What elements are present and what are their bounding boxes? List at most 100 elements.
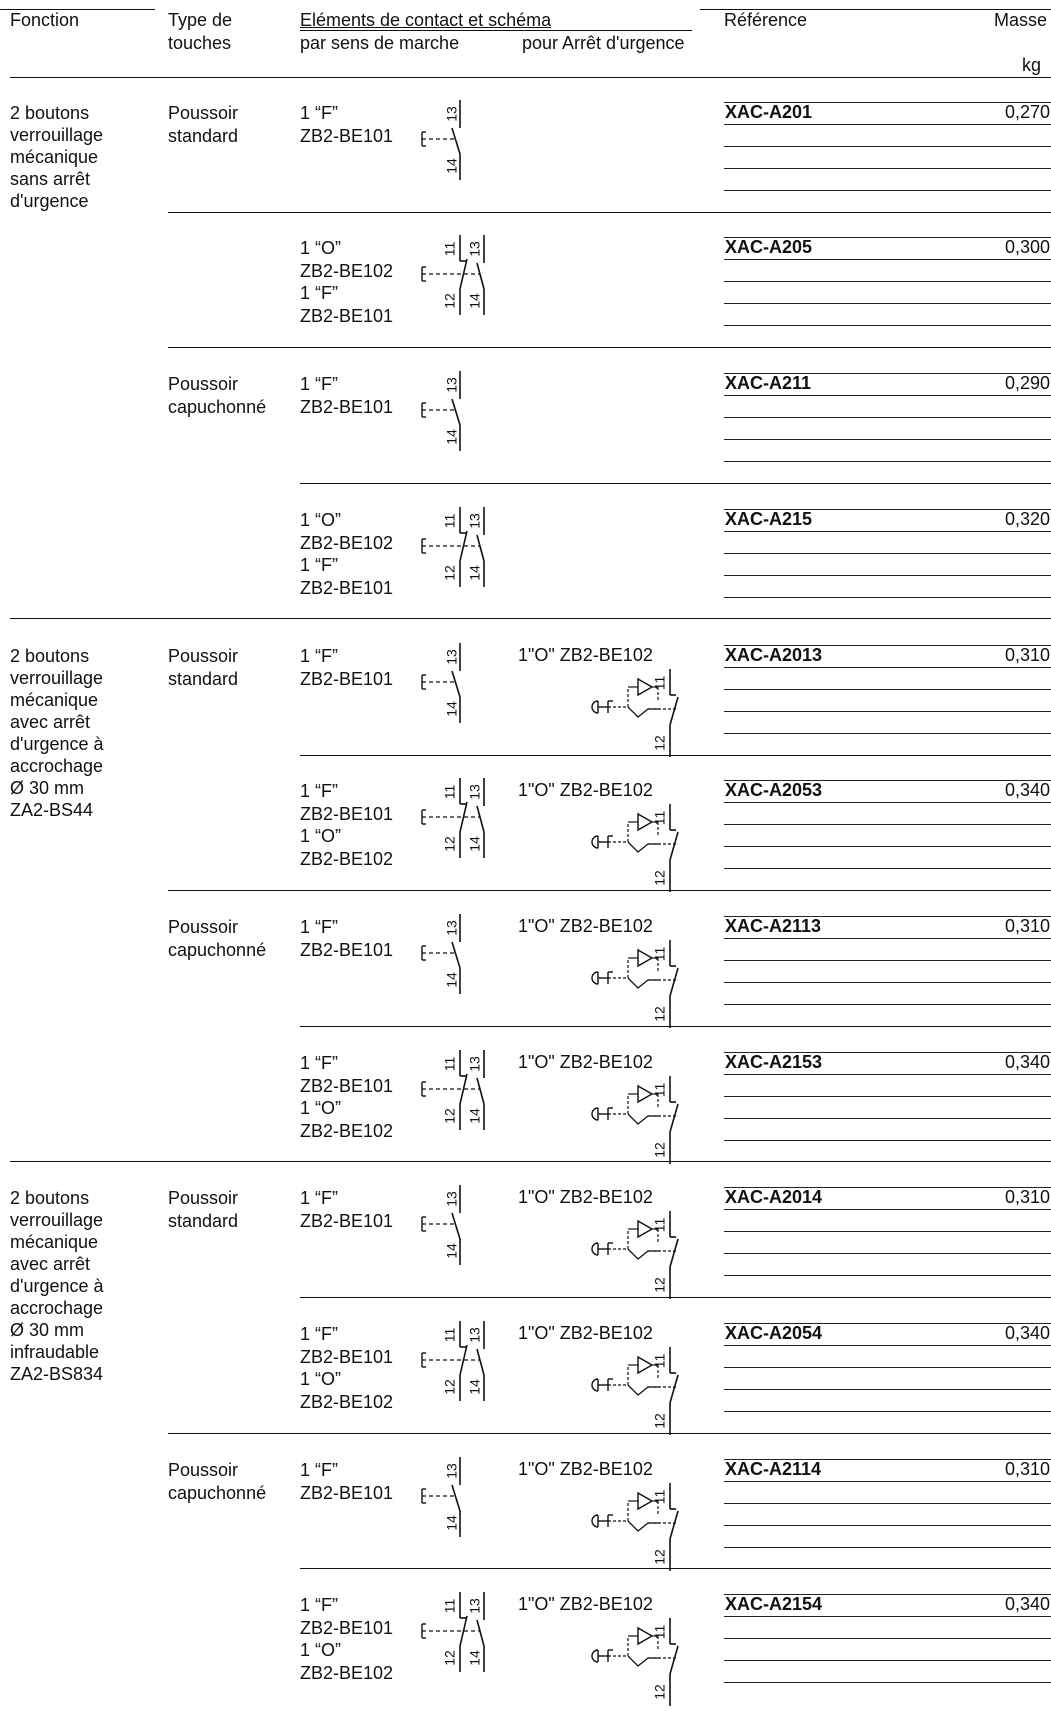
contact-element-line: 1 “F” xyxy=(300,103,338,123)
emergency-stop-element: 1"O" ZB2-BE102 xyxy=(518,916,653,936)
reference-rule xyxy=(724,868,1051,869)
contact-schema-F-icon: 13 14 xyxy=(421,1185,461,1265)
reference-rule xyxy=(724,1367,1051,1368)
contact-element-line: ZB2-BE102 xyxy=(300,260,394,281)
product-mass: 0,340 xyxy=(1004,1594,1050,1614)
reference-rule xyxy=(724,395,1051,396)
reference-rule xyxy=(724,780,1051,781)
contact-label-14: 14 xyxy=(467,1108,483,1124)
touch-type: Poussoir standard xyxy=(168,1187,308,1233)
emergency-stop-schema-icon: 11 12 xyxy=(591,804,679,892)
contact-element-line: ZB2-BE101 xyxy=(300,305,394,326)
contact-element-line: ZB2-BE101 xyxy=(300,668,394,689)
contact-element-line: 1 “F” xyxy=(300,781,338,801)
fonction-line: accrochage xyxy=(10,756,104,776)
header-fonction: Fonction xyxy=(10,10,80,30)
fonction-line: ZA2-BS44 xyxy=(10,800,94,820)
contact-element-line: ZB2-BE101 xyxy=(300,1075,394,1096)
product-reference: XAC-A201 xyxy=(725,102,813,122)
touch-type-line: standard xyxy=(168,1211,239,1231)
header-top-rule-right xyxy=(700,9,1051,10)
reference-rule xyxy=(724,237,1051,238)
reference-rule xyxy=(724,1096,1051,1097)
contact-label-12: 12 xyxy=(442,836,458,852)
contact-label-14: 14 xyxy=(444,429,460,445)
reference-rule xyxy=(724,1209,1051,1210)
row-separator xyxy=(300,1026,1051,1027)
contact-label-11: 11 xyxy=(652,676,668,691)
fonction-line: infraudable xyxy=(10,1342,100,1362)
product-mass: 0,290 xyxy=(1004,373,1050,393)
contact-schema-OF-icon: 11 12 13 14 xyxy=(421,1321,485,1401)
row-separator xyxy=(300,755,1051,756)
reference-rule xyxy=(724,824,1051,825)
reference-rule xyxy=(724,1231,1051,1232)
contact-element-line: 1 “F” xyxy=(300,1188,338,1208)
reference-rule xyxy=(724,168,1051,169)
contact-element-line: ZB2-BE101 xyxy=(300,1482,394,1503)
product-row: 1 “O” ZB2-BE102 1 “F” ZB2-BE101 11 12 13 14 XAC-… xyxy=(0,507,1051,645)
product-row: 1 “F” ZB2-BE101 1 “O” ZB2-BE102 11 12 13 14 1"O"… xyxy=(0,1050,1051,1188)
touch-type: Poussoir capuchonné xyxy=(168,373,308,419)
contact-label-12: 12 xyxy=(652,735,668,751)
touch-type-line: standard xyxy=(168,669,239,689)
emergency-stop-element: 1"O" ZB2-BE102 xyxy=(518,1052,653,1072)
contact-element-line: ZB2-BE102 xyxy=(300,532,394,553)
contact-label-12: 12 xyxy=(652,1413,668,1429)
emergency-stop-schema-icon: 11 12 xyxy=(591,940,679,1028)
product-mass: 0,340 xyxy=(1004,1323,1050,1343)
contact-element-line: ZB2-BE101 xyxy=(300,1346,394,1367)
product-mass: 0,340 xyxy=(1004,780,1050,800)
contact-schema-OF-icon: 11 12 13 14 xyxy=(421,1050,485,1130)
row-separator xyxy=(300,483,1051,484)
contact-label-13: 13 xyxy=(444,106,460,122)
row-separator xyxy=(168,212,1051,213)
contact-elements: 1 “F” ZB2-BE101 1 “O” ZB2-BE102 xyxy=(300,780,393,870)
contact-label-11: 11 xyxy=(442,514,458,529)
contact-element-line: ZB2-BE102 xyxy=(300,1662,394,1683)
fonction-line: 2 boutons xyxy=(10,103,90,123)
contact-elements: 1 “O” ZB2-BE102 1 “F” ZB2-BE101 xyxy=(300,509,393,599)
product-row: Poussoir capuchonné 1 “F” ZB2-BE101 13 14 XAC-… xyxy=(0,371,1051,509)
touch-type-line: Poussoir xyxy=(168,374,239,394)
emergency-stop-element: 1"O" ZB2-BE102 xyxy=(518,1323,653,1343)
contact-label-11: 11 xyxy=(442,1057,458,1072)
reference-rule xyxy=(724,1525,1051,1526)
reference-rule xyxy=(724,461,1051,462)
product-reference: XAC-A2153 xyxy=(725,1052,823,1072)
contact-element-line: 1 “F” xyxy=(300,646,338,666)
product-reference: XAC-A2114 xyxy=(725,1459,822,1479)
product-row: Poussoir capuchonné 1 “F” ZB2-BE101 13 14 1"O"… xyxy=(0,914,1051,1052)
reference-rule xyxy=(724,802,1051,803)
reference-rule xyxy=(724,1594,1051,1595)
reference-rule xyxy=(724,439,1051,440)
header-arret: pour Arrêt d'urgence xyxy=(522,33,685,53)
contact-elements: 1 “F” ZB2-BE101 xyxy=(300,916,393,961)
reference-rule xyxy=(724,1389,1051,1390)
contact-element-line: 1 “F” xyxy=(300,1053,338,1073)
contact-label-14: 14 xyxy=(444,158,460,174)
contact-element-line: ZB2-BE101 xyxy=(300,577,394,598)
contact-label-12: 12 xyxy=(652,870,668,886)
fonction-line: accrochage xyxy=(10,1298,104,1318)
reference-rule xyxy=(724,1140,1051,1141)
contact-element-line: 1 “O” xyxy=(300,1369,342,1389)
contact-label-13: 13 xyxy=(444,377,460,393)
emergency-stop-schema-icon: 11 12 xyxy=(591,1211,679,1299)
row-separator xyxy=(10,1161,1051,1162)
touch-type: Poussoir capuchonné xyxy=(168,916,308,962)
contact-label-11: 11 xyxy=(652,1490,668,1505)
reference-rule xyxy=(724,553,1051,554)
product-reference: XAC-A205 xyxy=(725,237,813,257)
product-reference: XAC-A2154 xyxy=(725,1594,823,1614)
contact-label-11: 11 xyxy=(652,1083,668,1098)
contact-element-line: ZB2-BE101 xyxy=(300,1617,394,1638)
contact-element-line: ZB2-BE101 xyxy=(300,1210,394,1231)
contact-element-line: ZB2-BE102 xyxy=(300,848,394,869)
contact-elements: 1 “F” ZB2-BE101 1 “O” ZB2-BE102 xyxy=(300,1323,393,1413)
touch-type-line: Poussoir xyxy=(168,103,239,123)
contact-element-line: 1 “F” xyxy=(300,1460,338,1480)
contact-label-11: 11 xyxy=(442,1328,458,1343)
reference-rule xyxy=(724,1074,1051,1075)
touch-type: Poussoir standard xyxy=(168,102,308,148)
